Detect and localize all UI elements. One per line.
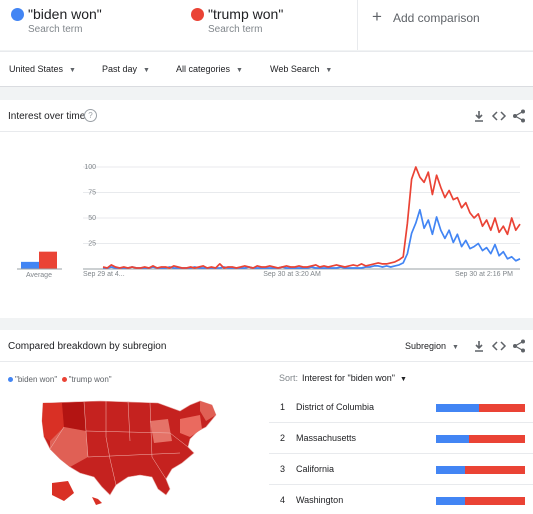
search-term-trump[interactable]: "trump won" Search term bbox=[191, 4, 351, 46]
biden-share-bar bbox=[436, 435, 469, 443]
caret-down-icon: ▼ bbox=[143, 67, 150, 74]
table-row[interactable]: 2 Massachusetts bbox=[269, 423, 533, 454]
share-icon[interactable] bbox=[511, 108, 527, 124]
average-bar-biden bbox=[21, 261, 39, 269]
sort-label: Sort: bbox=[279, 373, 299, 383]
series-line-biden bbox=[103, 208, 521, 269]
card-tools bbox=[471, 108, 527, 124]
filter-time-label: Past day bbox=[102, 64, 138, 74]
interest-over-time-card: Interest over time ? 100 75 50 25 Sep 29 at … bbox=[0, 100, 533, 318]
embed-icon[interactable] bbox=[491, 108, 507, 124]
sort-control[interactable]: Sort: Interest for "biden won" ▼ bbox=[279, 373, 407, 383]
y-tick-label: 75 bbox=[88, 190, 96, 197]
search-term-name: "biden won" bbox=[28, 6, 102, 22]
biden-share-bar bbox=[436, 466, 466, 474]
card-tools bbox=[471, 338, 527, 354]
x-tick-label: Sep 30 at 3:20 AM bbox=[263, 271, 321, 278]
row-region-name: Massachusetts bbox=[296, 433, 357, 443]
row-rank: 2 bbox=[280, 433, 286, 443]
comparison-bar bbox=[436, 466, 525, 474]
subregion-dropdown[interactable]: Subregion ▼ bbox=[405, 341, 459, 351]
caret-down-icon: ▼ bbox=[452, 344, 459, 351]
x-tick-label: Sep 29 at 4... bbox=[83, 271, 125, 278]
plus-icon: + bbox=[372, 7, 382, 26]
table-row[interactable]: 3 California bbox=[269, 454, 533, 485]
card-header: Interest over time ? bbox=[0, 100, 533, 132]
download-icon[interactable] bbox=[471, 108, 487, 124]
card-title: Interest over time bbox=[8, 111, 86, 122]
caret-down-icon: ▼ bbox=[69, 67, 76, 74]
card-title: Compared breakdown by subregion bbox=[8, 341, 167, 352]
filter-category[interactable]: All categories ▼ bbox=[176, 64, 243, 74]
search-term-type: Search term bbox=[28, 24, 83, 35]
interest-chart: 100 75 50 25 Sep 29 at 4... Sep 30 at 3:20 AM… bbox=[17, 164, 521, 279]
table-row[interactable]: 1 District of Columbia bbox=[269, 392, 533, 423]
table-row[interactable]: 4 Washington bbox=[269, 485, 533, 514]
average-bar-trump bbox=[39, 251, 57, 269]
biden-color-dot bbox=[11, 8, 24, 21]
y-tick-label: 50 bbox=[88, 215, 96, 222]
caret-down-icon: ▼ bbox=[325, 67, 333, 74]
legend-dot-biden bbox=[8, 377, 13, 383]
share-icon[interactable] bbox=[511, 338, 527, 354]
row-rank: 1 bbox=[280, 402, 286, 412]
embed-icon[interactable] bbox=[491, 338, 507, 354]
search-term-name: "trump won" bbox=[208, 6, 284, 22]
add-comparison-button[interactable]: + Add comparison bbox=[357, 0, 533, 50]
sort-value: Interest for "biden won" bbox=[302, 373, 395, 383]
comparison-bar bbox=[436, 404, 525, 412]
row-rank: 3 bbox=[280, 464, 286, 474]
filter-search-type[interactable]: Web Search ▼ bbox=[270, 64, 332, 74]
biden-share-bar bbox=[436, 497, 466, 505]
filter-search-type-label: Web Search bbox=[270, 64, 320, 74]
average-label: Average bbox=[26, 272, 52, 279]
row-region-name: District of Columbia bbox=[296, 402, 375, 412]
map-legend: "biden won" "trump won" bbox=[8, 375, 112, 384]
filter-time[interactable]: Past day ▼ bbox=[102, 64, 150, 74]
filter-category-label: All categories bbox=[176, 64, 231, 74]
search-term-biden[interactable]: "biden won" Search term bbox=[11, 4, 171, 46]
comparison-bar bbox=[436, 497, 525, 505]
subregion-breakdown-card: Compared breakdown by subregion Subregio… bbox=[0, 330, 533, 514]
series-line-trump bbox=[102, 166, 521, 269]
search-term-type: Search term bbox=[208, 24, 263, 35]
caret-down-icon: ▼ bbox=[236, 67, 243, 74]
subregion-dropdown-label: Subregion bbox=[405, 341, 447, 351]
row-rank: 4 bbox=[280, 495, 286, 505]
row-region-name: Washington bbox=[296, 495, 344, 505]
biden-share-bar bbox=[436, 404, 479, 412]
caret-down-icon: ▼ bbox=[399, 376, 407, 383]
y-tick-label: 100 bbox=[84, 164, 96, 171]
filters-bar: United States ▼ Past day ▼ All categories ▼… bbox=[0, 51, 533, 87]
add-comparison-label: Add comparison bbox=[393, 11, 480, 25]
comparison-bar bbox=[436, 435, 525, 443]
trump-color-dot bbox=[191, 8, 204, 21]
legend-dot-trump bbox=[61, 377, 67, 383]
filter-region[interactable]: United States ▼ bbox=[9, 64, 76, 74]
help-icon[interactable]: ? bbox=[84, 109, 97, 122]
x-tick-label: Sep 30 at 2:16 PM bbox=[455, 271, 513, 278]
row-region-name: California bbox=[296, 464, 335, 474]
search-terms-bar: "biden won" Search term "trump won" Sear… bbox=[0, 0, 533, 50]
y-tick-label: 25 bbox=[88, 241, 96, 248]
filter-region-label: United States bbox=[9, 64, 64, 74]
legend-label-trump: "trump won" bbox=[68, 375, 112, 384]
legend-label-biden: "biden won" bbox=[15, 375, 58, 384]
download-icon[interactable] bbox=[471, 338, 487, 354]
us-subregion-map[interactable] bbox=[40, 397, 220, 507]
card-header: Compared breakdown by subregion Subregio… bbox=[0, 330, 533, 362]
